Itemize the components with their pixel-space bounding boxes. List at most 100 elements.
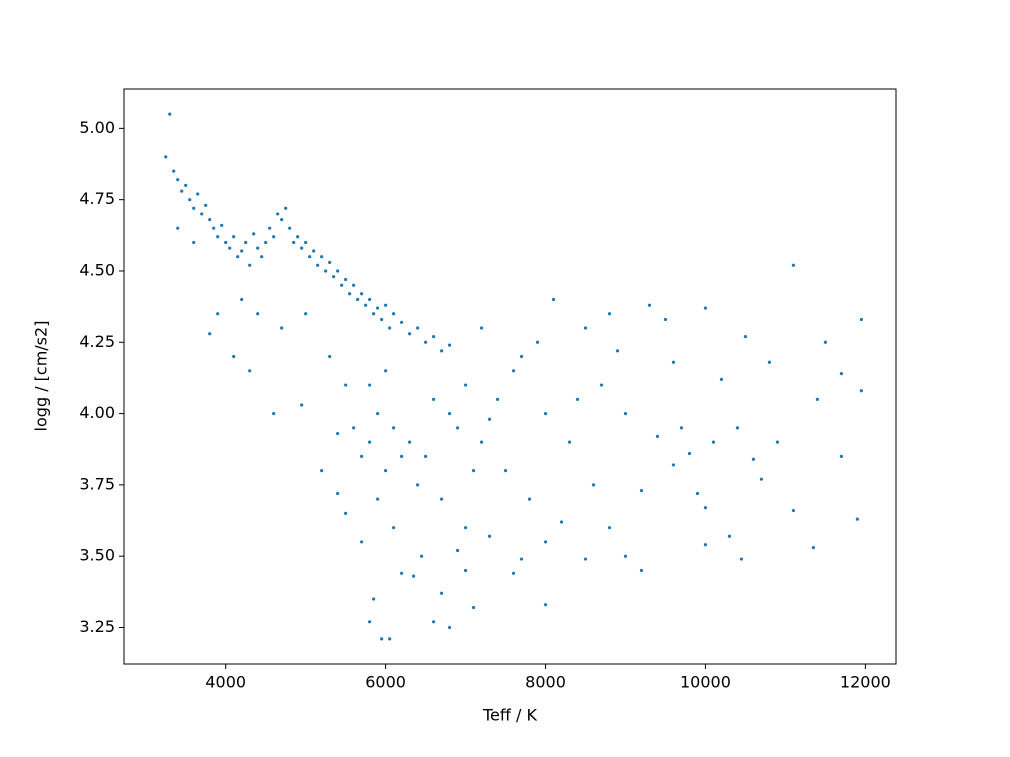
scatter-point	[815, 397, 820, 401]
scatter-point	[447, 343, 452, 347]
scatter-point	[511, 369, 516, 373]
scatter-point	[543, 540, 548, 544]
scatter-point	[463, 526, 468, 530]
scatter-point	[859, 389, 863, 393]
scatter-point	[204, 203, 208, 207]
x-axis-label: Teff / K	[482, 706, 537, 725]
x-tick-label: 4000	[205, 673, 246, 692]
scatter-point	[583, 326, 588, 330]
scatter-point	[312, 249, 316, 253]
plot-frame	[123, 88, 897, 665]
scatter-point	[420, 554, 424, 558]
scatter-point	[751, 457, 756, 461]
scatter-point	[408, 440, 412, 444]
scatter-point	[424, 340, 428, 344]
scatter-point	[332, 275, 336, 279]
scatter-point	[340, 283, 344, 287]
scatter-point	[739, 557, 744, 561]
scatter-point	[839, 372, 843, 376]
scatter-point	[671, 360, 676, 364]
scatter-point	[344, 511, 348, 516]
scatter-point	[743, 334, 748, 339]
scatter-point	[252, 232, 256, 236]
scatter-point	[503, 469, 508, 473]
scatter-point	[360, 454, 364, 458]
scatter-point	[543, 411, 548, 416]
scatter-point	[519, 354, 524, 359]
scatter-point	[384, 369, 388, 373]
scatter-point	[400, 571, 404, 575]
scatter-point	[192, 240, 196, 245]
scatter-point	[623, 554, 628, 558]
scatter-point	[260, 255, 264, 259]
scatter-point	[767, 360, 772, 364]
scatter-point	[527, 497, 532, 501]
scatter-point	[256, 312, 260, 316]
scatter-point	[364, 303, 368, 307]
scatter-point	[759, 477, 764, 481]
scatter-point	[559, 520, 564, 524]
scatter-point	[288, 226, 292, 230]
scatter-point	[703, 506, 708, 510]
scatter-point	[511, 571, 516, 575]
scatter-point	[607, 312, 612, 316]
scatter-point	[392, 426, 396, 430]
scatter-point	[839, 454, 843, 458]
scatter-point	[240, 249, 244, 253]
scatter-point	[735, 426, 740, 430]
scatter-point	[316, 263, 320, 267]
x-tick-label: 6000	[365, 673, 406, 692]
scatter-point	[859, 317, 863, 322]
scatter-point	[208, 218, 212, 222]
scatter-point	[416, 483, 420, 487]
scatter-point	[356, 297, 360, 302]
scatter-point	[575, 397, 580, 401]
scatter-point	[248, 263, 252, 267]
scatter-point	[176, 226, 180, 230]
scatter-point	[380, 317, 384, 322]
scatter-point	[292, 240, 296, 245]
scatter-point	[703, 306, 708, 310]
scatter-point	[244, 240, 248, 245]
scatter-point	[324, 269, 328, 273]
scatter-point	[639, 568, 644, 573]
scatter-point	[392, 526, 396, 530]
scatter-point	[487, 417, 492, 421]
y-tick-label: 3.75	[79, 474, 115, 493]
scatter-point	[172, 169, 176, 173]
scatter-point	[615, 349, 620, 353]
y-tick-label: 4.75	[79, 189, 115, 208]
scatter-point	[431, 620, 436, 624]
y-tick-label: 3.25	[79, 617, 115, 636]
scatter-point	[447, 625, 452, 630]
scatter-point	[192, 206, 196, 210]
scatter-point	[455, 426, 460, 430]
scatter-point	[599, 383, 604, 387]
scatter-point	[336, 431, 340, 436]
scatter-point	[368, 440, 372, 444]
scatter-point	[168, 112, 172, 116]
scatter-point	[372, 597, 376, 601]
scatter-point	[431, 397, 436, 401]
scatter-point	[487, 534, 492, 538]
scatter-point	[639, 488, 644, 493]
scatter-point	[439, 497, 444, 501]
scatter-point	[348, 292, 352, 296]
scatter-point	[791, 508, 796, 513]
scatter-point	[519, 557, 524, 561]
scatter-point	[164, 155, 168, 159]
scatter-point	[248, 369, 252, 373]
scatter-point	[268, 226, 272, 230]
scatter-point	[380, 637, 384, 641]
scatter-point	[719, 377, 724, 381]
y-axis-label: logg / [cm/s2]	[32, 321, 51, 432]
scatter-point	[400, 454, 404, 458]
scatter-point	[184, 183, 188, 188]
scatter-point	[408, 332, 412, 336]
scatter-point	[368, 383, 372, 387]
scatter-point	[280, 218, 284, 222]
y-tick-label: 4.25	[79, 332, 115, 351]
scatter-point	[623, 411, 628, 416]
scatter-point	[687, 451, 692, 456]
scatter-point	[236, 255, 240, 259]
